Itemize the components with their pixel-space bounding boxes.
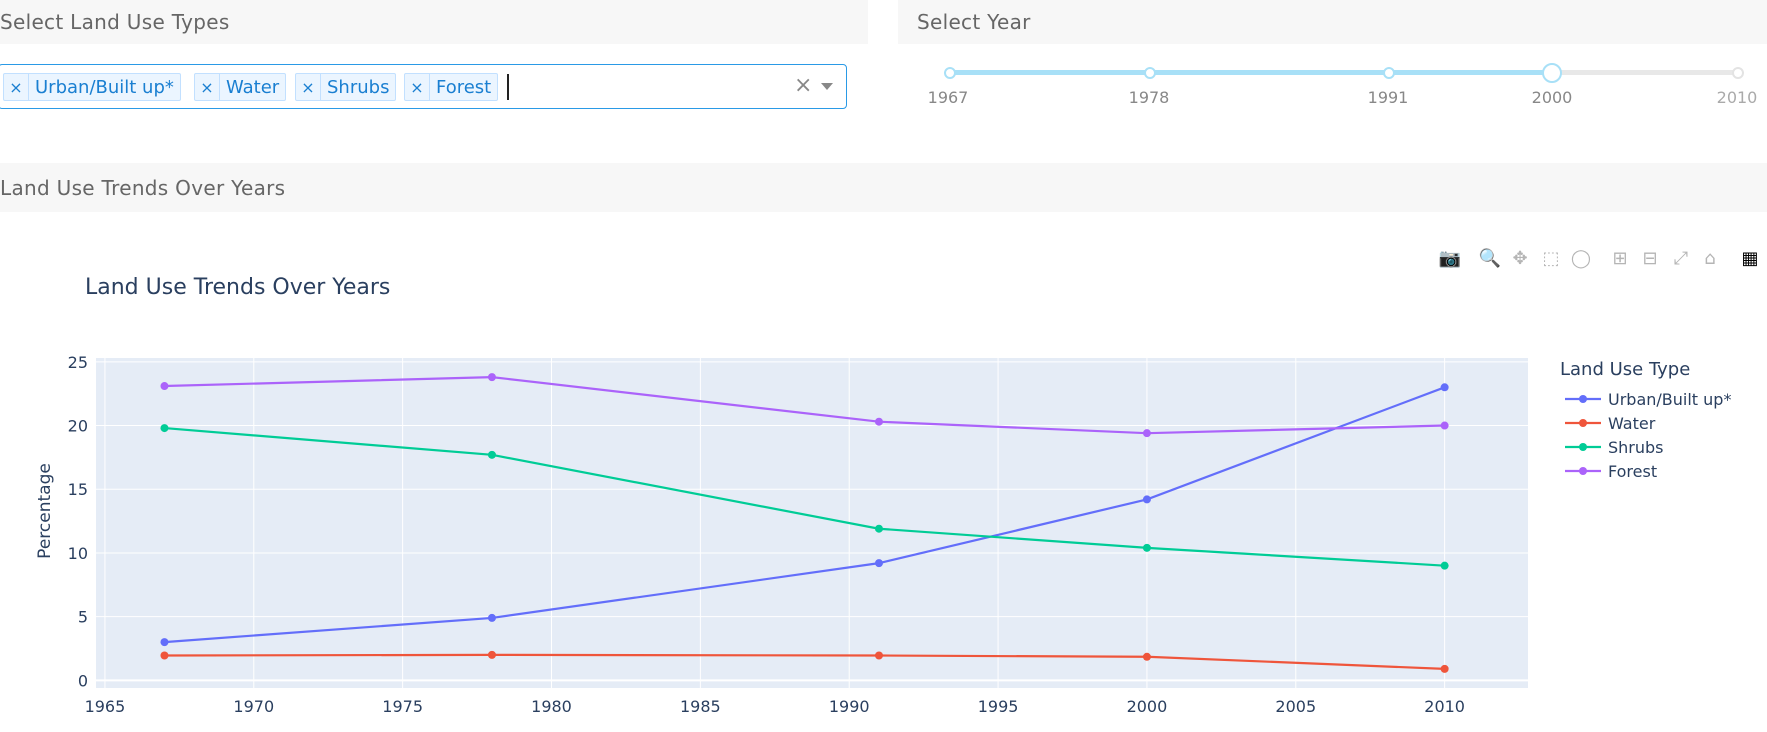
selected-tag-forest: × Forest <box>404 73 499 101</box>
slider-mark-label[interactable]: 1978 <box>1128 88 1170 107</box>
text-cursor[interactable] <box>507 74 509 100</box>
chart-title: Land Use Trends Over Years <box>85 275 390 300</box>
y-axis-label: Percentage <box>35 463 55 559</box>
box-select-icon[interactable]: ⬚ <box>1542 247 1560 269</box>
y-tick-label: 10 <box>68 544 88 563</box>
legend-swatch-dot <box>1579 419 1587 427</box>
x-tick-label: 1990 <box>829 697 870 716</box>
data-point <box>1142 429 1151 438</box>
year-panel-header: Select Year <box>898 0 1767 44</box>
land-use-panel-header: Select Land Use Types <box>0 0 868 44</box>
slider-mark-label[interactable]: 2000 <box>1531 88 1573 107</box>
data-point <box>874 417 883 426</box>
slider-mark-label[interactable]: 1991 <box>1367 88 1409 107</box>
y-tick-label: 15 <box>68 480 88 499</box>
data-point <box>487 650 496 659</box>
lasso-icon[interactable]: ◯ <box>1570 247 1592 269</box>
legend-swatch-dot <box>1579 395 1587 403</box>
y-tick-label: 25 <box>68 353 88 372</box>
data-point <box>874 651 883 660</box>
zoom-in-icon[interactable]: ⊞ <box>1612 247 1628 269</box>
autoscale-icon[interactable]: ⤢ <box>1673 247 1689 269</box>
zoom-out-icon[interactable]: ⊟ <box>1642 247 1658 269</box>
data-point <box>160 651 169 660</box>
series-line <box>164 386 1446 644</box>
tag-label: Forest <box>436 76 492 98</box>
data-point <box>487 613 496 622</box>
legend-item-label: Water <box>1608 414 1656 433</box>
data-point <box>160 424 169 433</box>
data-point <box>1142 652 1151 661</box>
data-point <box>1440 383 1449 392</box>
x-tick-label: 1980 <box>531 697 572 716</box>
slider-mark-dot[interactable] <box>1144 67 1156 79</box>
series-line <box>164 426 1445 567</box>
remove-tag-icon[interactable]: × <box>4 74 29 100</box>
x-tick-label: 1975 <box>382 697 423 716</box>
chevron-down-icon[interactable] <box>821 83 833 90</box>
legend-swatch-dot <box>1579 467 1587 475</box>
selected-tag-shrubs: × Shrubs <box>295 73 397 101</box>
slider-mark-dot[interactable] <box>944 67 956 79</box>
series-line <box>164 653 1445 670</box>
zoom-icon[interactable]: 🔍 <box>1478 247 1502 269</box>
legend-swatch-dot <box>1579 443 1587 451</box>
selected-tag-water: × Water <box>194 73 287 101</box>
x-tick-label: 1970 <box>233 697 274 716</box>
trends-panel-title: Land Use Trends Over Years <box>0 175 286 200</box>
data-point <box>1440 664 1449 673</box>
data-point <box>160 638 169 647</box>
y-tick-label: 20 <box>68 417 88 436</box>
slider-mark-label[interactable]: 1967 <box>927 88 969 107</box>
x-tick-label: 2000 <box>1127 697 1168 716</box>
x-tick-label: 1985 <box>680 697 721 716</box>
series-line <box>164 376 1445 435</box>
remove-tag-icon[interactable]: × <box>296 74 321 100</box>
trends-panel-header: Land Use Trends Over Years <box>0 163 1767 212</box>
data-point <box>160 382 169 391</box>
data-point <box>487 373 496 382</box>
clear-all-icon[interactable]: × <box>794 73 813 98</box>
remove-tag-icon[interactable]: × <box>405 74 430 100</box>
x-tick-label: 1995 <box>978 697 1019 716</box>
legend-item-label: Forest <box>1608 462 1657 481</box>
chart-modebar: 📷 🔍 ✥ ⬚ ◯ ⊞ ⊟ ⤢ ⌂ ▦ <box>0 246 1767 270</box>
data-point <box>1440 561 1449 570</box>
slider-mark-dot[interactable] <box>1732 67 1744 79</box>
data-point <box>1142 543 1151 552</box>
y-tick-label: 5 <box>78 608 88 627</box>
data-point <box>874 559 883 568</box>
reset-axes-icon[interactable]: ⌂ <box>1704 247 1716 269</box>
x-tick-label: 2010 <box>1424 697 1465 716</box>
x-tick-label: 2005 <box>1275 697 1316 716</box>
tag-label: Water <box>226 76 280 98</box>
data-point <box>487 450 496 459</box>
legend-item-label: Urban/Built up* <box>1608 390 1731 409</box>
data-point <box>1142 495 1151 504</box>
land-use-multiselect[interactable]: × Urban/Built up* × Water × Shrubs × For… <box>0 64 847 109</box>
legend-item-label: Shrubs <box>1608 438 1664 457</box>
tag-label: Urban/Built up* <box>35 76 174 98</box>
plot-background <box>96 358 1528 688</box>
pan-icon[interactable]: ✥ <box>1512 247 1528 269</box>
slider-mark-label[interactable]: 2010 <box>1716 88 1758 107</box>
land-use-panel-title: Select Land Use Types <box>0 10 230 34</box>
slider-mark-dot[interactable] <box>1383 67 1395 79</box>
plotly-logo-icon[interactable]: ▦ <box>1741 247 1759 269</box>
remove-tag-icon[interactable]: × <box>195 74 220 100</box>
year-slider-track[interactable] <box>949 70 1552 75</box>
year-panel-title: Select Year <box>917 10 1031 34</box>
tag-label: Shrubs <box>327 76 390 98</box>
x-tick-label: 1965 <box>85 697 126 716</box>
legend-title: Land Use Type <box>1560 359 1690 380</box>
y-tick-label: 0 <box>78 671 88 690</box>
data-point <box>1440 421 1449 430</box>
data-point <box>874 524 883 533</box>
camera-icon[interactable]: 📷 <box>1438 247 1462 269</box>
selected-tag-urban: × Urban/Built up* <box>3 73 181 101</box>
year-slider-handle[interactable] <box>1542 63 1562 83</box>
